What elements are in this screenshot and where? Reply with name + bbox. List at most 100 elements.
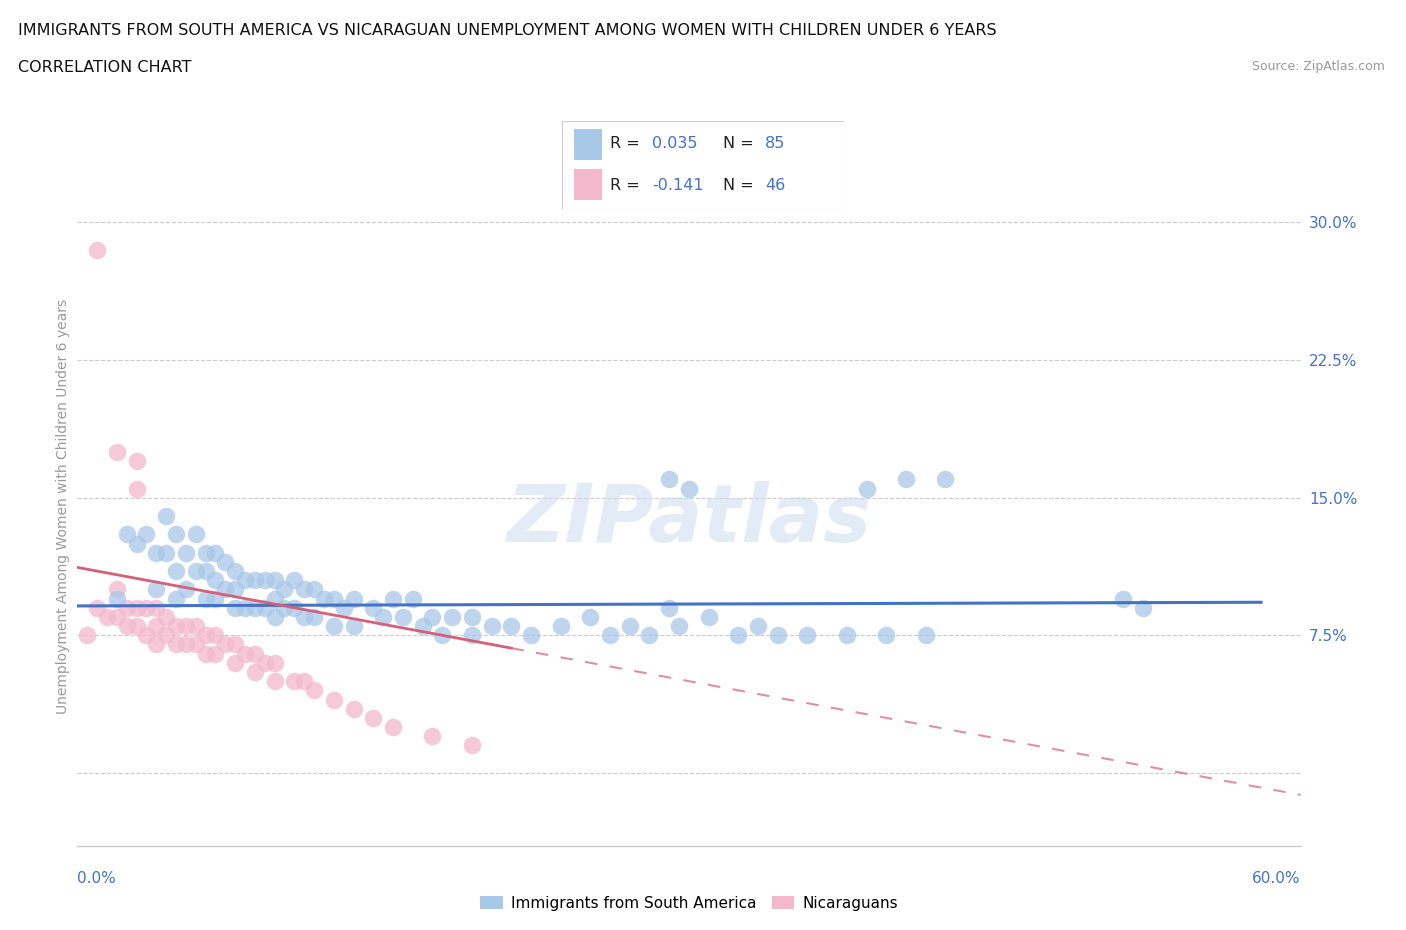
- Point: [145, 545, 167, 560]
- Point: [194, 628, 217, 643]
- Point: [174, 582, 197, 597]
- Point: [658, 472, 681, 486]
- Point: [914, 628, 936, 643]
- Point: [392, 609, 415, 624]
- Point: [86, 601, 108, 616]
- Text: CORRELATION CHART: CORRELATION CHART: [18, 60, 191, 75]
- Point: [204, 545, 226, 560]
- Point: [501, 618, 523, 633]
- Point: [243, 573, 266, 588]
- Point: [934, 472, 956, 486]
- Point: [224, 601, 246, 616]
- Point: [115, 618, 138, 633]
- Text: 0.0%: 0.0%: [77, 871, 117, 886]
- Point: [214, 637, 236, 652]
- Point: [361, 601, 384, 616]
- Point: [76, 628, 98, 643]
- Point: [461, 628, 484, 643]
- Point: [361, 711, 384, 725]
- Point: [342, 591, 364, 606]
- Point: [145, 637, 167, 652]
- Point: [283, 573, 305, 588]
- Point: [184, 637, 207, 652]
- Point: [204, 646, 226, 661]
- Point: [165, 591, 187, 606]
- Point: [174, 618, 197, 633]
- Point: [894, 472, 917, 486]
- Point: [125, 618, 148, 633]
- Point: [332, 601, 354, 616]
- Point: [322, 591, 344, 606]
- Point: [194, 545, 217, 560]
- Point: [658, 601, 681, 616]
- Point: [322, 692, 344, 707]
- Point: [224, 637, 246, 652]
- Point: [96, 609, 118, 624]
- Point: [461, 737, 484, 752]
- Point: [135, 527, 157, 542]
- Point: [115, 601, 138, 616]
- Text: 60.0%: 60.0%: [1253, 871, 1301, 886]
- Point: [697, 609, 720, 624]
- Point: [155, 609, 177, 624]
- Text: 0.035: 0.035: [652, 137, 697, 152]
- Point: [371, 609, 394, 624]
- Point: [165, 564, 187, 578]
- Point: [312, 591, 335, 606]
- Point: [292, 582, 315, 597]
- Point: [292, 609, 315, 624]
- Point: [1132, 601, 1154, 616]
- Text: Source: ZipAtlas.com: Source: ZipAtlas.com: [1251, 60, 1385, 73]
- Point: [243, 665, 266, 680]
- Point: [668, 618, 690, 633]
- Point: [322, 618, 344, 633]
- Point: [273, 601, 295, 616]
- Point: [233, 646, 256, 661]
- Point: [155, 509, 177, 524]
- Text: R =: R =: [610, 178, 645, 193]
- Point: [86, 243, 108, 258]
- Point: [263, 673, 285, 688]
- Point: [155, 628, 177, 643]
- Point: [105, 609, 128, 624]
- Point: [273, 582, 295, 597]
- Text: ZIPatlas: ZIPatlas: [506, 482, 872, 560]
- Point: [412, 618, 434, 633]
- Point: [579, 609, 602, 624]
- Point: [550, 618, 572, 633]
- Point: [599, 628, 621, 643]
- FancyBboxPatch shape: [562, 121, 844, 209]
- Text: N =: N =: [723, 137, 759, 152]
- Point: [204, 573, 226, 588]
- Point: [194, 646, 217, 661]
- Text: N =: N =: [723, 178, 759, 193]
- Point: [125, 536, 148, 551]
- Point: [302, 609, 325, 624]
- Point: [145, 618, 167, 633]
- Point: [619, 618, 641, 633]
- Point: [214, 554, 236, 569]
- Point: [678, 481, 700, 496]
- FancyBboxPatch shape: [574, 129, 602, 160]
- Point: [243, 601, 266, 616]
- Point: [638, 628, 661, 643]
- Point: [233, 573, 256, 588]
- Point: [184, 564, 207, 578]
- Point: [292, 673, 315, 688]
- Point: [481, 618, 503, 633]
- Point: [796, 628, 818, 643]
- Point: [253, 656, 276, 671]
- Point: [855, 481, 877, 496]
- Y-axis label: Unemployment Among Women with Children Under 6 years: Unemployment Among Women with Children U…: [56, 299, 70, 714]
- Point: [875, 628, 897, 643]
- Point: [747, 618, 769, 633]
- Point: [135, 601, 157, 616]
- Point: [184, 618, 207, 633]
- Point: [461, 609, 484, 624]
- Point: [342, 701, 364, 716]
- Point: [165, 637, 187, 652]
- Point: [263, 656, 285, 671]
- Text: 85: 85: [765, 137, 785, 152]
- Point: [105, 591, 128, 606]
- Point: [135, 628, 157, 643]
